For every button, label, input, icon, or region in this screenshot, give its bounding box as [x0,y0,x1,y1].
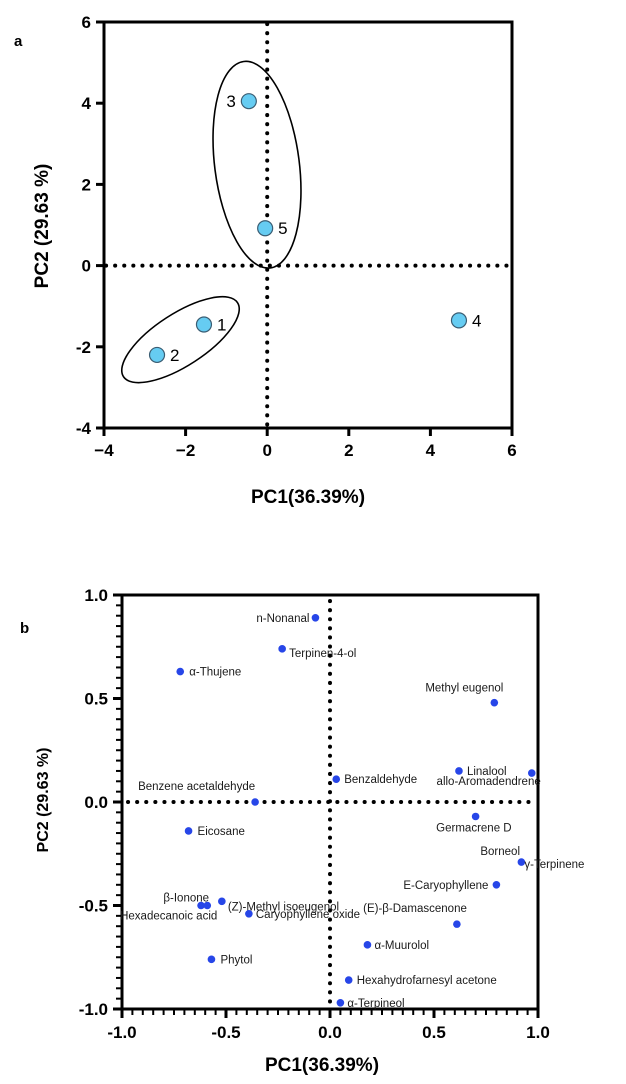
point-b [492,881,501,889]
panel-b-tag: b [20,620,29,637]
y-tick-label-b: -0.5 [79,897,108,916]
y-tick-label-b: 0.0 [84,793,108,812]
point-label-a-5: 5 [278,219,287,238]
point-a-2 [148,346,166,364]
point-label-b: β-Ionone [163,893,209,905]
point-label-b: n-Nonanal [256,613,309,625]
point-label-a-2: 2 [170,346,179,365]
x-tick-label-b: 1.0 [526,1023,550,1042]
x-axis-title-a: PC1(36.39%) [251,487,365,508]
point-b [278,645,286,653]
point-b [455,767,463,775]
x-tick-label-a: −4 [94,441,114,460]
panel-a: a −4 −2 0 2 4 6 -4 -2 0 2 4 6 1 2 3 4 5 PC1(36.39%) PC2 (29… [14,13,517,508]
point-label-b: E-Caryophyllene [403,880,488,892]
point-label-b: Terpinen-4-ol [289,648,356,660]
point-label-b: Eicosane [198,826,245,838]
point-label-b: Caryophyllene oxide [256,909,360,921]
point-label-b: α-Thujene [189,667,241,679]
point-b [197,901,205,910]
x-tick-label-a: 4 [426,441,436,460]
x-tick-label-a: 2 [344,441,353,460]
point-a-5 [257,220,274,237]
y-tick-label-a: 0 [82,257,91,276]
x-tick-label-a: 0 [262,441,271,460]
point-b [527,769,536,777]
y-tick-label-a: 2 [82,175,91,194]
y-tick-label-b: -1.0 [79,1000,108,1019]
x-axis-title-b: PC1(36.39%) [265,1055,379,1076]
point-label-b: (Z)-Methyl isoeugenol [228,901,339,913]
point-a-4 [450,312,468,329]
x-tick-label-b: -1.0 [107,1023,136,1042]
point-label-b: allo-Aromadendrene [437,776,541,788]
y-axis-title-a: PC2 (29.63 %) [32,164,53,289]
x-tick-label-b: 0.0 [318,1023,342,1042]
point-b [218,897,226,906]
point-b [336,998,345,1007]
x-tick-label-b: 0.5 [422,1023,446,1042]
y-tick-label-a: -2 [76,338,91,357]
point-b [344,976,353,984]
point-a-1 [195,316,213,333]
group-ellipse-3-5 [212,60,302,269]
point-label-b: Phytol [220,954,252,966]
point-label-b: Benzene acetaldehyde [138,781,255,793]
point-label-b: γ-Terpinene [524,859,584,871]
point-b [245,909,253,918]
point-b [251,798,259,806]
y-tick-label-b: 1.0 [84,586,108,605]
panel-a-tag: a [14,33,23,50]
point-b [471,812,480,821]
point-b [176,667,185,676]
y-axis-title-b: PC2 (29.63 %) [35,748,52,853]
group-ellipse-1-2 [120,295,241,384]
y-tick-label-b: 0.5 [84,690,108,709]
x-tick-label-a: −2 [176,441,195,460]
point-label-a-4: 4 [472,311,481,330]
point-b [207,955,216,964]
x-tick-label-b: -0.5 [211,1023,240,1042]
point-b [517,858,526,866]
point-b [203,901,212,910]
point-b [332,775,341,784]
y-tick-label-a: 6 [82,13,91,32]
point-b [453,920,461,928]
panel-b: b -1.0 -0.5 0.0 0.5 1.0 -1.0 -0.5 0.0 0.5 1.0 n-Non… [20,586,584,1076]
point-b [490,698,499,707]
point-label-b: Benzaldehyde [344,774,417,786]
point-label-b: α-Terpineol [347,998,404,1010]
point-label-b: Methyl eugenol [425,683,503,695]
point-label-b: Hexadecanoic acid [120,911,217,923]
plot-frame-a [102,20,514,430]
y-tick-label-a: -4 [76,419,92,438]
point-label-b: Borneol [480,846,520,858]
point-a-3 [240,93,257,110]
point-label-b: Linalool [467,766,507,778]
x-tick-label-a: 6 [507,441,516,460]
y-tick-label-a: 4 [82,94,92,113]
point-b [363,941,372,949]
point-b [184,827,193,835]
point-label-b: Hexahydrofarnesyl acetone [357,975,497,987]
point-label-b: (E)-β-Damascenone [363,903,467,915]
point-label-a-3: 3 [226,92,235,111]
point-b [311,613,320,622]
point-label-b: α-Muurolol [374,940,429,952]
point-label-b: Germacrene D [436,822,511,834]
point-label-a-1: 1 [217,315,226,334]
